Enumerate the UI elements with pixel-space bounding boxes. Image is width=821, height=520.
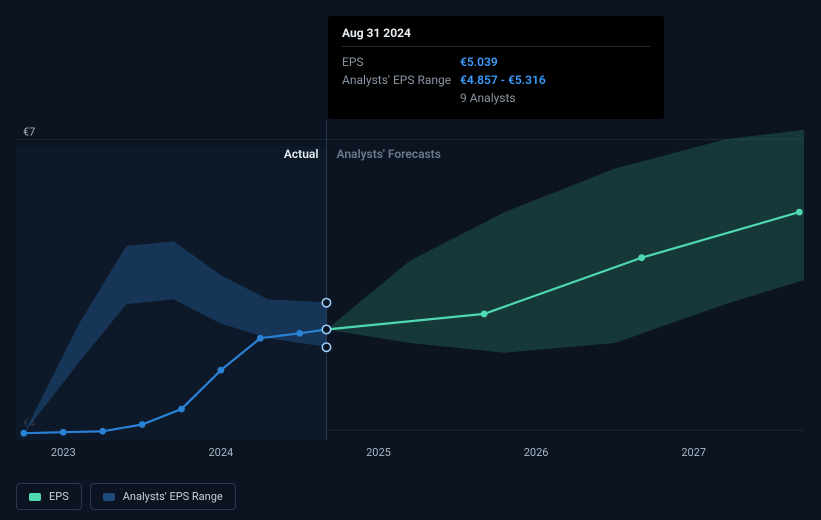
svg-text:Actual: Actual bbox=[284, 147, 319, 161]
svg-text:€7: €7 bbox=[23, 125, 35, 138]
legend: EPS Analysts' EPS Range bbox=[16, 483, 236, 510]
legend-item-range[interactable]: Analysts' EPS Range bbox=[90, 483, 236, 510]
legend-label-eps: EPS bbox=[49, 490, 69, 503]
tooltip-row-eps: EPS €5.039 bbox=[342, 53, 650, 71]
tooltip-eps-value: €5.039 bbox=[460, 53, 498, 71]
legend-label-range: Analysts' EPS Range bbox=[123, 490, 223, 503]
svg-text:2025: 2025 bbox=[366, 446, 391, 459]
svg-text:2026: 2026 bbox=[524, 446, 549, 459]
tooltip-range-value: €4.857 - €5.316 bbox=[460, 71, 546, 89]
tooltip: Aug 31 2024 EPS €5.039 Analysts' EPS Ran… bbox=[328, 16, 664, 119]
tooltip-eps-label: EPS bbox=[342, 53, 460, 71]
tooltip-row-range: Analysts' EPS Range €4.857 - €5.316 bbox=[342, 71, 650, 89]
legend-item-eps[interactable]: EPS bbox=[16, 483, 82, 510]
svg-text:Analysts' Forecasts: Analysts' Forecasts bbox=[336, 147, 440, 161]
chart-svg: €7€4ActualAnalysts' Forecasts20232024202… bbox=[16, 120, 804, 460]
chart-container: Aug 31 2024 EPS €5.039 Analysts' EPS Ran… bbox=[0, 0, 821, 520]
tooltip-range-label: Analysts' EPS Range bbox=[342, 71, 460, 89]
svg-text:2023: 2023 bbox=[51, 446, 76, 459]
legend-swatch-range bbox=[103, 493, 115, 501]
tooltip-date: Aug 31 2024 bbox=[342, 26, 650, 47]
tooltip-row-analysts: 9 Analysts bbox=[342, 89, 650, 107]
chart-plot-area[interactable]: €7€4ActualAnalysts' Forecasts20232024202… bbox=[16, 120, 804, 460]
legend-swatch-eps bbox=[29, 493, 41, 501]
svg-text:2027: 2027 bbox=[681, 446, 706, 459]
tooltip-analysts-count: 9 Analysts bbox=[460, 89, 516, 107]
svg-text:2024: 2024 bbox=[209, 446, 234, 459]
